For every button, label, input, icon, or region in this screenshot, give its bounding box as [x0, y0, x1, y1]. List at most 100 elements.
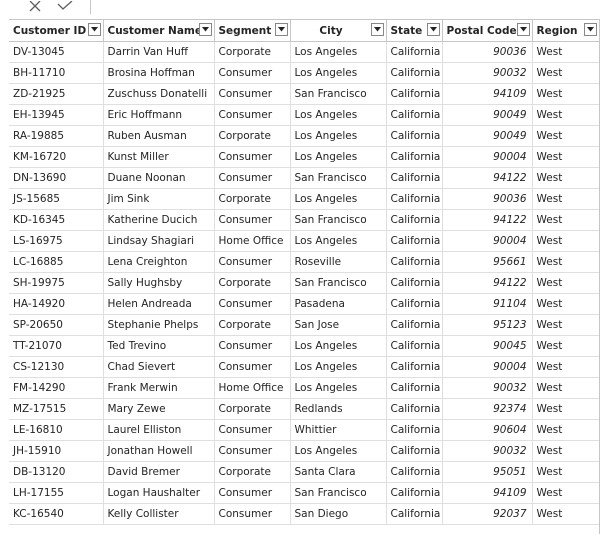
cell-city[interactable]: San Francisco	[290, 167, 387, 189]
cell-city[interactable]: Los Angeles	[290, 188, 387, 210]
cell-id[interactable]: JS-15685	[9, 188, 104, 210]
cell-region[interactable]: West	[532, 188, 600, 210]
filter-dropdown-button[interactable]	[516, 23, 530, 36]
cell-name[interactable]: Logan Haushalter	[103, 482, 215, 504]
cell-state[interactable]: California	[386, 377, 443, 399]
cell-segment[interactable]: Consumer	[214, 503, 291, 525]
table-row[interactable]: JS-15685 Jim Sink Corporate Los Angeles Cali…	[9, 188, 600, 210]
cell-name[interactable]: Katherine Ducich	[103, 209, 215, 231]
cell-city[interactable]: Whittier	[290, 419, 387, 441]
cell-region[interactable]: West	[532, 83, 600, 105]
cell-postal[interactable]: 90045	[442, 335, 533, 357]
cell-id[interactable]: KC-16540	[9, 503, 104, 525]
cell-id[interactable]: CS-12130	[9, 356, 104, 378]
cell-region[interactable]: West	[532, 482, 600, 504]
cell-state[interactable]: California	[386, 125, 443, 147]
cell-id[interactable]: DV-13045	[9, 41, 104, 63]
cell-segment[interactable]: Consumer	[214, 62, 291, 84]
cell-id[interactable]: LS-16975	[9, 230, 104, 252]
cell-segment[interactable]: Corporate	[214, 461, 291, 483]
cell-id[interactable]: SP-20650	[9, 314, 104, 336]
cell-region[interactable]: West	[532, 41, 600, 63]
cell-region[interactable]: West	[532, 314, 600, 336]
cell-name[interactable]: Eric Hoffmann	[103, 104, 215, 126]
cell-state[interactable]: California	[386, 83, 443, 105]
cell-city[interactable]: Roseville	[290, 251, 387, 273]
cell-name[interactable]: Chad Sievert	[103, 356, 215, 378]
cell-id[interactable]: KM-16720	[9, 146, 104, 168]
cell-name[interactable]: Jonathan Howell	[103, 440, 215, 462]
column-header-id[interactable]: Customer ID	[9, 20, 104, 42]
cell-segment[interactable]: Home Office	[214, 377, 291, 399]
cell-id[interactable]: BH-11710	[9, 62, 104, 84]
table-row[interactable]: KC-16540 Kelly Collister Consumer San Diego…	[9, 503, 600, 525]
cell-city[interactable]: San Francisco	[290, 272, 387, 294]
cell-city[interactable]: San Francisco	[290, 83, 387, 105]
table-row[interactable]: MZ-17515 Mary Zewe Corporate Redlands Califo…	[9, 398, 600, 420]
table-row[interactable]: SP-20650 Stephanie Phelps Corporate San Jos…	[9, 314, 600, 336]
cell-city[interactable]: Redlands	[290, 398, 387, 420]
filter-dropdown-button[interactable]	[198, 23, 212, 36]
cell-state[interactable]: California	[386, 251, 443, 273]
cell-city[interactable]: Los Angeles	[290, 377, 387, 399]
cell-name[interactable]: Zuschuss Donatelli	[103, 83, 215, 105]
cancel-edit-button[interactable]	[24, 0, 46, 14]
cell-id[interactable]: RA-19885	[9, 125, 104, 147]
cell-region[interactable]: West	[532, 251, 600, 273]
cell-region[interactable]: West	[532, 335, 600, 357]
cell-region[interactable]: West	[532, 104, 600, 126]
cell-segment[interactable]: Consumer	[214, 209, 291, 231]
cell-name[interactable]: Kunst Miller	[103, 146, 215, 168]
cell-name[interactable]: Mary Zewe	[103, 398, 215, 420]
table-row[interactable]: FM-14290 Frank Merwin Home Office Los Angel…	[9, 377, 600, 399]
cell-name[interactable]: David Bremer	[103, 461, 215, 483]
cell-state[interactable]: California	[386, 62, 443, 84]
cell-state[interactable]: California	[386, 209, 443, 231]
cell-region[interactable]: West	[532, 272, 600, 294]
cell-segment[interactable]: Consumer	[214, 419, 291, 441]
cell-region[interactable]: West	[532, 419, 600, 441]
column-header-postal[interactable]: Postal Code	[442, 20, 533, 42]
cell-id[interactable]: MZ-17515	[9, 398, 104, 420]
cell-segment[interactable]: Consumer	[214, 293, 291, 315]
cell-region[interactable]: West	[532, 503, 600, 525]
table-row[interactable]: KD-16345 Katherine Ducich Consumer San Fran…	[9, 209, 600, 231]
cell-name[interactable]: Duane Noonan	[103, 167, 215, 189]
cell-postal[interactable]: 90004	[442, 356, 533, 378]
cell-postal[interactable]: 90049	[442, 125, 533, 147]
cell-state[interactable]: California	[386, 461, 443, 483]
cell-name[interactable]: Frank Merwin	[103, 377, 215, 399]
table-row[interactable]: TT-21070 Ted Trevino Consumer Los Angeles Ca…	[9, 335, 600, 357]
cell-state[interactable]: California	[386, 335, 443, 357]
cell-id[interactable]: JH-15910	[9, 440, 104, 462]
cell-region[interactable]: West	[532, 356, 600, 378]
table-row[interactable]: ZD-21925 Zuschuss Donatelli Consumer San Fr…	[9, 83, 600, 105]
filter-dropdown-button[interactable]	[583, 23, 597, 36]
cell-name[interactable]: Ruben Ausman	[103, 125, 215, 147]
cell-segment[interactable]: Corporate	[214, 314, 291, 336]
filter-dropdown-button[interactable]	[87, 23, 101, 36]
cell-postal[interactable]: 94109	[442, 482, 533, 504]
cell-region[interactable]: West	[532, 293, 600, 315]
table-row[interactable]: HA-14920 Helen Andreada Consumer Pasadena Ca…	[9, 293, 600, 315]
column-header-state[interactable]: State	[386, 20, 443, 42]
commit-edit-button[interactable]	[54, 0, 76, 14]
cell-name[interactable]: Jim Sink	[103, 188, 215, 210]
cell-id[interactable]: LC-16885	[9, 251, 104, 273]
cell-name[interactable]: Sally Hughsby	[103, 272, 215, 294]
table-row[interactable]: BH-11710 Brosina Hoffman Consumer Los Angel…	[9, 62, 600, 84]
cell-id[interactable]: ZD-21925	[9, 83, 104, 105]
cell-name[interactable]: Brosina Hoffman	[103, 62, 215, 84]
cell-postal[interactable]: 94122	[442, 209, 533, 231]
cell-postal[interactable]: 90604	[442, 419, 533, 441]
cell-id[interactable]: LE-16810	[9, 419, 104, 441]
cell-name[interactable]: Laurel Elliston	[103, 419, 215, 441]
cell-city[interactable]: Los Angeles	[290, 62, 387, 84]
cell-postal[interactable]: 92037	[442, 503, 533, 525]
cell-region[interactable]: West	[532, 62, 600, 84]
cell-city[interactable]: Los Angeles	[290, 41, 387, 63]
table-row[interactable]: SH-19975 Sally Hughsby Corporate San Franci…	[9, 272, 600, 294]
table-row[interactable]: RA-19885 Ruben Ausman Corporate Los Angeles…	[9, 125, 600, 147]
table-row[interactable]: CS-12130 Chad Sievert Consumer Los Angeles C…	[9, 356, 600, 378]
cell-segment[interactable]: Home Office	[214, 230, 291, 252]
